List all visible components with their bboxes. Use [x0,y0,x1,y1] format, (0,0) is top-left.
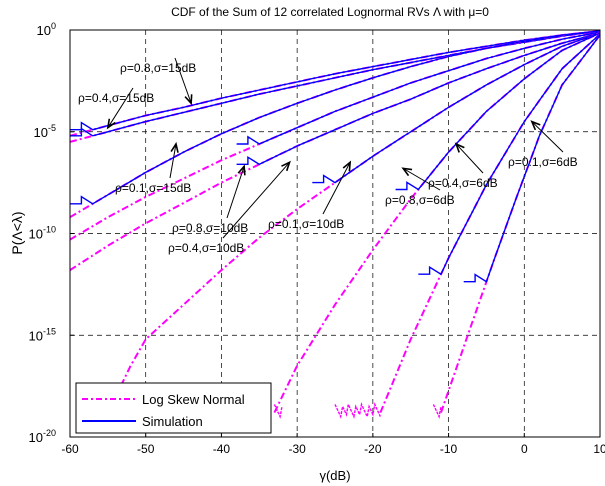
legend: Log Skew Normal Simulation [75,382,272,434]
x-tick-label: -20 [364,442,382,456]
annotation-arrow-line [222,161,290,239]
annotation-arrowhead [530,120,541,131]
y-tick-label: 10-20 [29,428,56,445]
annotation-arrow-line [226,166,245,219]
chart-title: CDF of the Sum of 12 correlated Lognorma… [171,5,489,19]
annotation-label: ρ=0.4,σ=15dB [78,91,154,105]
x-axis-ticks: -60 -50 -40 -30 -20 -10 0 10 [61,433,605,456]
legend-label-log-skew-normal: Log Skew Normal [142,392,245,407]
curve-log-skew-normal-rho-0.4-sigma-6 [379,33,601,413]
curve-simulation-rho-0.4-sigma-6 [418,33,601,276]
noise-floor [273,404,283,419]
x-tick-label: 0 [521,442,528,456]
x-tick-label: -50 [137,442,155,456]
annotation-arrow-line [174,57,192,104]
curve-simulation-rho-0.8-sigma-10 [236,31,601,145]
curve-log-skew-normal-rho-0.1-sigma-6 [440,34,601,413]
curve-simulation-rho-0.4-sigma-15 [70,30,601,137]
x-tick-label: -30 [288,442,306,456]
annotation-arrowhead [342,160,352,172]
noise-floor [334,402,382,419]
curve-simulation-rho-0.4-sigma-10 [236,32,601,166]
curve-simulation-rho-0.8-sigma-6 [395,32,601,191]
annotation-label: ρ=0.8,σ=10dB [172,221,248,235]
annotation-arrow-line [107,87,134,128]
annotation-arrowhead [454,142,465,153]
x-tick-label: -40 [213,442,231,456]
curve-simulation-rho-0.1-sigma-10 [312,32,601,184]
annotation-arrow-line [169,143,177,179]
curve-log-skew-normal-rho-0.4-sigma-15 [69,30,601,143]
annotation-label: ρ=0.1,σ=6dB [508,155,578,169]
annotation-arrowhead [401,167,413,177]
y-tick-label: 10-10 [29,225,56,242]
annotation-label: ρ=0.1,σ=15dB [115,181,191,195]
annotation-arrow-line [402,167,441,191]
annotation-arrowhead [106,118,116,130]
annotation-label: ρ=0.8,σ=6dB [385,193,455,207]
y-tick-label: 10-5 [34,123,56,140]
annotation-label: ρ=0.1,σ=10dB [268,217,344,231]
x-tick-label: 10 [593,442,605,456]
annotation-arrowhead [184,94,193,106]
annotations-layer: ρ=0.8,σ=15dB ρ=0.4,σ=15dB ρ=0.1,σ=15dB ρ=0.… [78,57,578,255]
annotation-arrow-line [531,121,564,153]
curve-simulation-rho-0.1-sigma-15 [70,30,601,205]
annotation-arrowhead [170,141,179,153]
legend-box [75,382,272,434]
legend-label-simulation: Simulation [142,414,203,429]
annotation-label: ρ=0.8,σ=15dB [120,61,196,75]
annotation-arrowhead [281,160,291,172]
x-tick-label: -10 [440,442,458,456]
x-tick-label: -60 [61,442,79,456]
annotation-arrow-line [322,162,351,215]
y-axis-label: P(Λ<λ) [9,211,25,254]
annotation-arrow-line [455,143,484,174]
curve-simulation-rho-0.1-sigma-6 [463,34,601,283]
curve-simulation-rho-0.8-sigma-15 [70,30,601,131]
x-axis-label: γ(dB) [319,468,350,483]
y-axis-ticks: 100 10-5 10-10 10-15 10-20 [29,21,74,445]
y-tick-label: 10-15 [29,326,56,343]
annotation-label: ρ=0.4,σ=10dB [168,241,244,255]
annotation-arrowhead [237,164,246,176]
y-tick-label: 100 [37,21,56,38]
annotation-label: ρ=0.4,σ=6dB [428,176,498,190]
noise-floor [432,404,442,419]
curves-layer [69,30,601,419]
